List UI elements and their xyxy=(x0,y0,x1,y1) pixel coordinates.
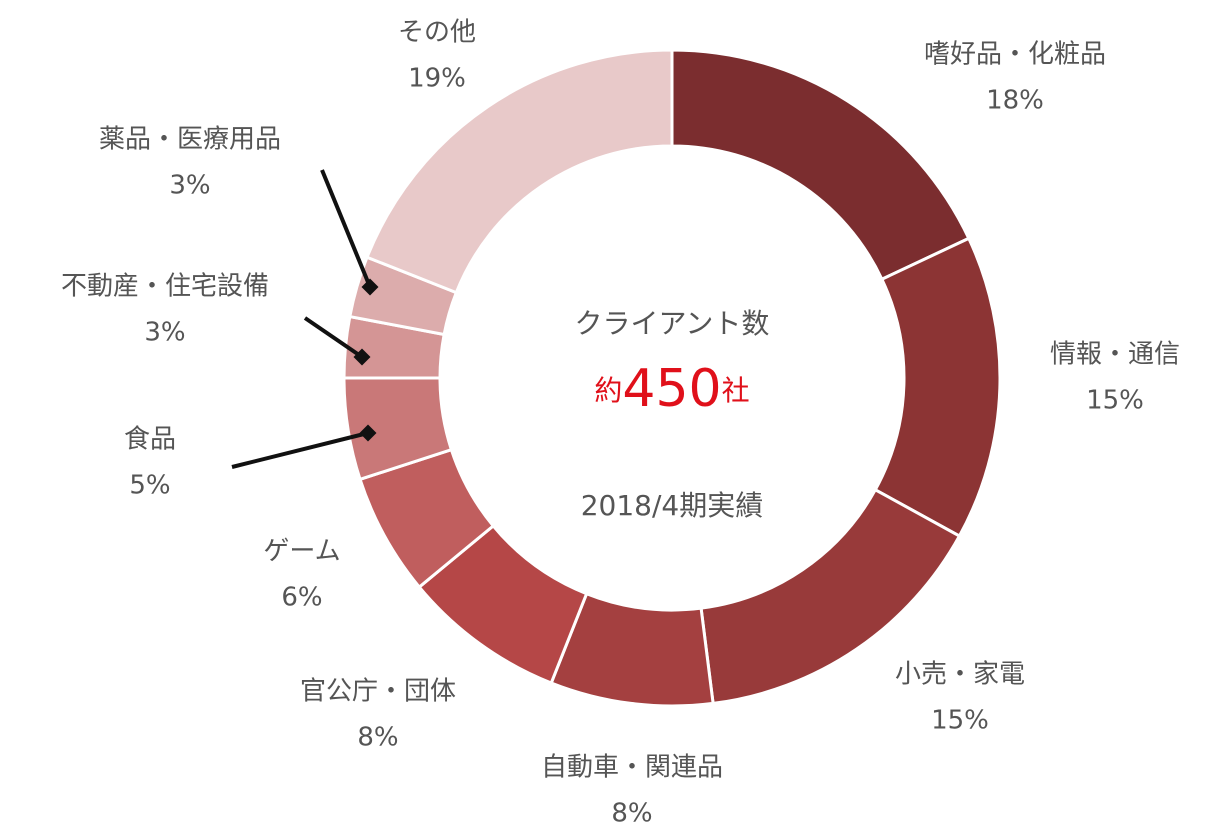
donut-segment xyxy=(873,236,1002,539)
category-label: その他 xyxy=(398,18,476,48)
value-label: 6% xyxy=(281,583,322,613)
category-label: 小売・家電 xyxy=(895,660,1025,690)
value-label: 15% xyxy=(931,706,989,736)
category-label: 食品 xyxy=(124,425,176,455)
leader-line xyxy=(320,169,372,288)
value-label: 5% xyxy=(129,471,170,501)
value-label: 18% xyxy=(986,86,1044,116)
category-label: 嗜好品・化粧品 xyxy=(924,40,1106,70)
category-label: 薬品・医療用品 xyxy=(99,125,281,155)
donut-segment xyxy=(670,48,971,282)
center-number: 450 xyxy=(622,359,721,419)
value-label: 3% xyxy=(144,318,185,348)
center-label: クライアント数 xyxy=(575,307,770,340)
category-label: 不動産・住宅設備 xyxy=(61,272,269,302)
center-prefix: 約 xyxy=(594,374,622,407)
center-value: 約450社 xyxy=(594,359,749,419)
category-label: 情報・通信 xyxy=(1050,340,1180,370)
value-label: 15% xyxy=(1086,386,1144,416)
donut-segment xyxy=(365,48,674,295)
leader-end xyxy=(359,424,377,442)
category-label: 官公庁・団体 xyxy=(300,677,456,707)
value-label: 19% xyxy=(408,64,466,94)
leader-end xyxy=(353,348,371,366)
value-label: 8% xyxy=(611,799,652,825)
leader-end xyxy=(361,278,379,296)
value-label: 3% xyxy=(169,171,210,201)
leader-line xyxy=(231,431,369,469)
center-suffix: 社 xyxy=(722,374,750,407)
category-label: ゲーム xyxy=(263,537,340,567)
leader-line xyxy=(303,316,364,359)
value-label: 8% xyxy=(357,723,398,753)
category-label: 自動車・関連品 xyxy=(541,753,723,783)
center-note: 2018/4期実績 xyxy=(581,489,764,522)
